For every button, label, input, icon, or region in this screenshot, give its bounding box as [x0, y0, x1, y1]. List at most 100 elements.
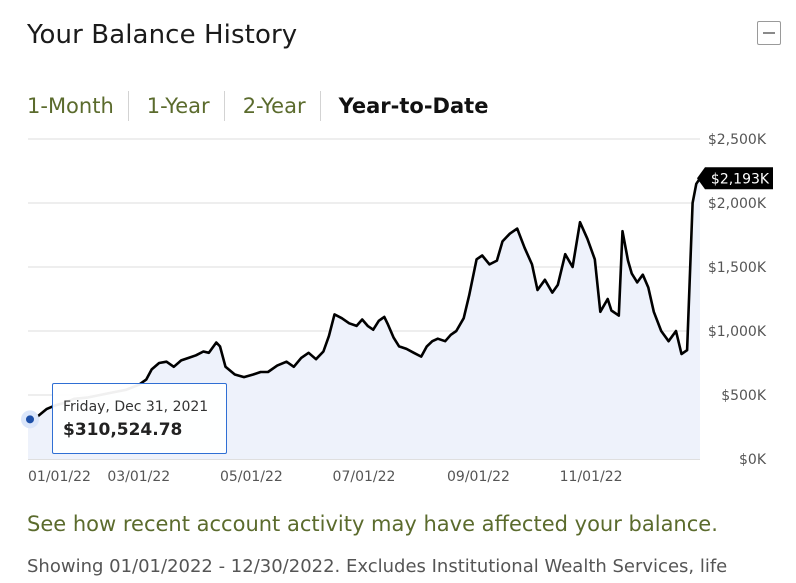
data-point: [630, 272, 633, 275]
data-point: [610, 309, 613, 312]
y-tick-label: $2,000K: [708, 196, 767, 212]
data-point: [392, 336, 395, 339]
data-point: [571, 266, 574, 268]
data-point: [468, 294, 471, 296]
data-point: [202, 350, 205, 353]
data-point: [333, 313, 336, 316]
data-point: [322, 350, 325, 353]
data-point: [150, 368, 153, 371]
data-point: [618, 314, 620, 317]
data-point: [551, 291, 554, 294]
data-point: [523, 247, 526, 249]
data-point: [501, 240, 504, 243]
data-point: [667, 340, 670, 342]
range-tabs: 1-Month 1-Year 2-Year Year-to-Date: [27, 90, 502, 122]
data-point: [437, 337, 439, 340]
data-point: [599, 311, 602, 313]
data-point: [243, 376, 245, 378]
data-point: [215, 341, 218, 344]
data-point: [234, 373, 236, 376]
data-point: [366, 325, 369, 327]
data-point: [219, 345, 221, 348]
data-point: [627, 259, 629, 262]
y-tick-label: $1,500K: [708, 260, 767, 276]
data-point: [606, 298, 609, 300]
data-point: [361, 318, 364, 321]
data-point: [45, 408, 48, 410]
data-point: [259, 371, 262, 373]
data-point: [455, 330, 458, 332]
disclaimer-text: Showing 01/01/2022 - 12/30/2022. Exclude…: [27, 556, 728, 577]
data-point: [276, 364, 279, 367]
data-point: [675, 330, 677, 332]
x-tick-label: 01/01/22: [28, 469, 91, 485]
data-point: [686, 349, 688, 351]
data-point: [586, 238, 589, 240]
tab-year-to-date[interactable]: Year-to-Date: [319, 91, 503, 121]
chart-tooltip: Friday, Dec 31, 2021 $310,524.78: [52, 383, 227, 454]
y-tick-label: $500K: [721, 388, 767, 404]
data-point: [450, 334, 452, 336]
collapse-button[interactable]: [757, 21, 781, 45]
data-point: [475, 258, 478, 261]
x-tick-label: 11/01/22: [560, 469, 623, 485]
data-point: [187, 357, 190, 359]
data-point: [195, 354, 197, 357]
data-point: [509, 232, 511, 235]
account-activity-link[interactable]: See how recent account activity may have…: [27, 512, 718, 536]
data-point: [531, 263, 533, 266]
data-point: [348, 322, 351, 325]
data-point: [165, 360, 168, 363]
hover-marker: [26, 415, 34, 424]
data-point: [307, 352, 310, 354]
tab-1-month[interactable]: 1-Month: [27, 94, 114, 118]
data-point: [579, 221, 581, 223]
data-point: [642, 273, 644, 276]
data-point: [444, 340, 447, 342]
data-point: [208, 352, 210, 354]
data-point: [695, 183, 698, 185]
data-point: [431, 340, 434, 342]
data-point: [413, 352, 415, 354]
minus-icon: [763, 32, 775, 34]
data-point: [405, 348, 408, 350]
data-point: [462, 317, 465, 319]
data-point: [378, 320, 380, 322]
page-title: Your Balance History: [27, 20, 298, 50]
x-tick-label: 03/01/22: [107, 469, 170, 485]
data-point: [267, 371, 269, 373]
y-tick-label: $1,000K: [708, 324, 767, 340]
data-point: [387, 323, 389, 326]
data-point: [372, 328, 375, 331]
data-point: [300, 357, 303, 359]
data-point: [496, 259, 498, 262]
data-point: [224, 366, 227, 368]
data-point: [341, 317, 343, 319]
data-point: [488, 263, 491, 266]
data-point: [536, 289, 539, 291]
data-point: [621, 230, 624, 232]
data-point: [647, 286, 650, 289]
data-point: [557, 284, 559, 286]
x-tick-label: 09/01/22: [447, 469, 510, 485]
data-point: [426, 345, 428, 348]
data-point: [145, 378, 147, 381]
x-tick-label: 05/01/22: [220, 469, 283, 485]
tooltip-date: Friday, Dec 31, 2021: [63, 399, 209, 415]
tab-2-year[interactable]: 2-Year: [223, 91, 320, 121]
data-point: [315, 358, 317, 360]
data-point: [420, 355, 423, 358]
data-point: [636, 281, 638, 284]
data-point: [653, 311, 655, 313]
y-tick-label: $2,500K: [708, 132, 767, 148]
data-point: [544, 279, 546, 281]
last-value-label: $2,193K: [711, 171, 770, 187]
tab-1-year[interactable]: 1-Year: [127, 91, 224, 121]
x-tick-label: 07/01/22: [333, 469, 396, 485]
data-point: [173, 366, 175, 368]
data-point: [180, 359, 182, 362]
data-point: [252, 373, 254, 376]
data-point: [564, 253, 566, 255]
tooltip-value: $310,524.78: [63, 420, 183, 440]
data-point: [285, 360, 288, 363]
